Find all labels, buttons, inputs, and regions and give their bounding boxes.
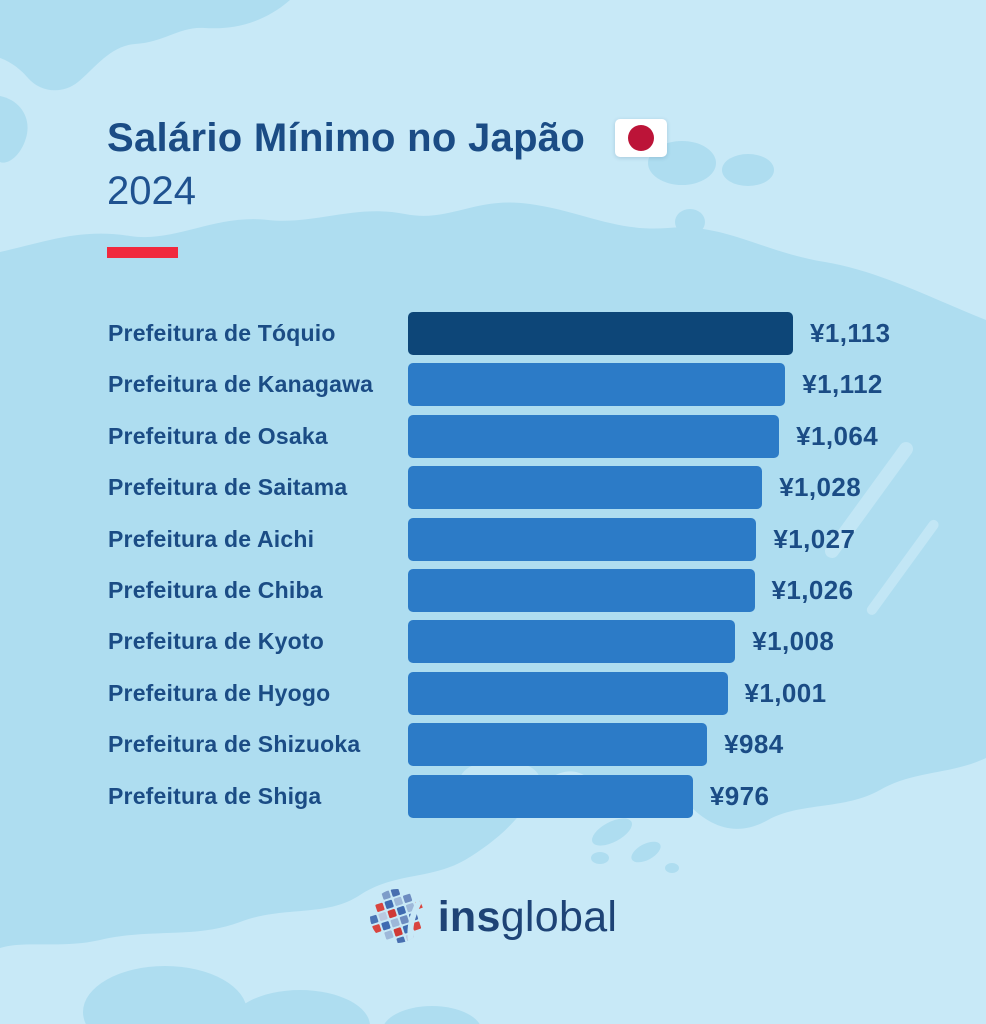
prefecture-label: Prefeitura de Shizuoka	[108, 731, 361, 758]
table-row: Prefeitura de Tóquio ¥1,113	[108, 312, 891, 355]
page-title: Salário Mínimo no Japão	[107, 116, 586, 160]
wage-bar	[408, 774, 693, 818]
prefecture-label: Prefeitura de Osaka	[108, 422, 328, 449]
prefecture-label: Prefeitura de Chiba	[108, 576, 323, 603]
wage-value: ¥1,001	[744, 677, 827, 708]
globe-mosaic-icon	[369, 888, 424, 944]
table-row: Prefeitura de Kyoto ¥1,008	[108, 620, 891, 664]
japan-flag-icon	[615, 119, 668, 157]
table-row: Prefeitura de Shizuoka ¥984	[108, 723, 891, 767]
prefecture-label: Prefeitura de Saitama	[108, 474, 348, 501]
prefecture-label: Prefeitura de Shiga	[108, 782, 322, 809]
logo-global: global	[500, 892, 618, 941]
table-row: Prefeitura de Osaka ¥1,064	[108, 414, 891, 458]
wage-bar	[408, 517, 757, 561]
wage-value: ¥1,028	[779, 472, 862, 503]
prefecture-label: Prefeitura de Tóquio	[108, 320, 336, 346]
table-row: Prefeitura de Kanagawa ¥1,112	[108, 363, 891, 407]
table-row: Prefeitura de Aichi ¥1,027	[108, 517, 891, 561]
prefecture-label: Prefeitura de Kyoto	[108, 628, 324, 655]
wage-bar	[408, 466, 763, 510]
wage-value: ¥1,064	[796, 420, 879, 451]
prefecture-label: Prefeitura de Kanagawa	[108, 371, 374, 398]
wage-value: ¥1,027	[773, 523, 856, 554]
logo-text: insglobal	[437, 892, 618, 941]
wage-value: ¥1,113	[810, 318, 891, 348]
wage-value: ¥976	[709, 780, 770, 811]
wage-bar	[408, 363, 786, 407]
year-subtitle: 2024	[107, 169, 196, 213]
wage-bar	[408, 312, 793, 355]
wage-value: ¥1,112	[802, 369, 883, 400]
title-row: Salário Mínimo no Japão	[107, 116, 668, 160]
logo-ins: ins	[437, 892, 501, 941]
flag-sun-circle	[628, 125, 655, 151]
wage-value: ¥1,008	[752, 626, 835, 657]
header: Salário Mínimo no Japão 2024	[107, 116, 668, 258]
table-row: Prefeitura de Shiga ¥976	[108, 774, 891, 818]
wage-bar	[408, 620, 736, 664]
table-row: Prefeitura de Saitama ¥1,028	[108, 466, 891, 510]
wage-value: ¥1,026	[771, 574, 854, 605]
bar-chart: Prefeitura de Tóquio ¥1,113 Prefeitura d…	[108, 312, 891, 826]
wage-bar	[408, 723, 708, 767]
wage-bar	[408, 568, 755, 612]
table-row: Prefeitura de Hyogo ¥1,001	[108, 671, 891, 715]
wage-bar	[408, 414, 780, 458]
prefecture-label: Prefeitura de Aichi	[108, 525, 315, 552]
accent-line	[107, 247, 178, 258]
footer-logo: insglobal	[0, 888, 986, 946]
wage-value: ¥984	[724, 729, 784, 760]
table-row: Prefeitura de Chiba ¥1,026	[108, 568, 891, 612]
wage-bar	[408, 671, 728, 715]
prefecture-label: Prefeitura de Hyogo	[108, 679, 331, 706]
